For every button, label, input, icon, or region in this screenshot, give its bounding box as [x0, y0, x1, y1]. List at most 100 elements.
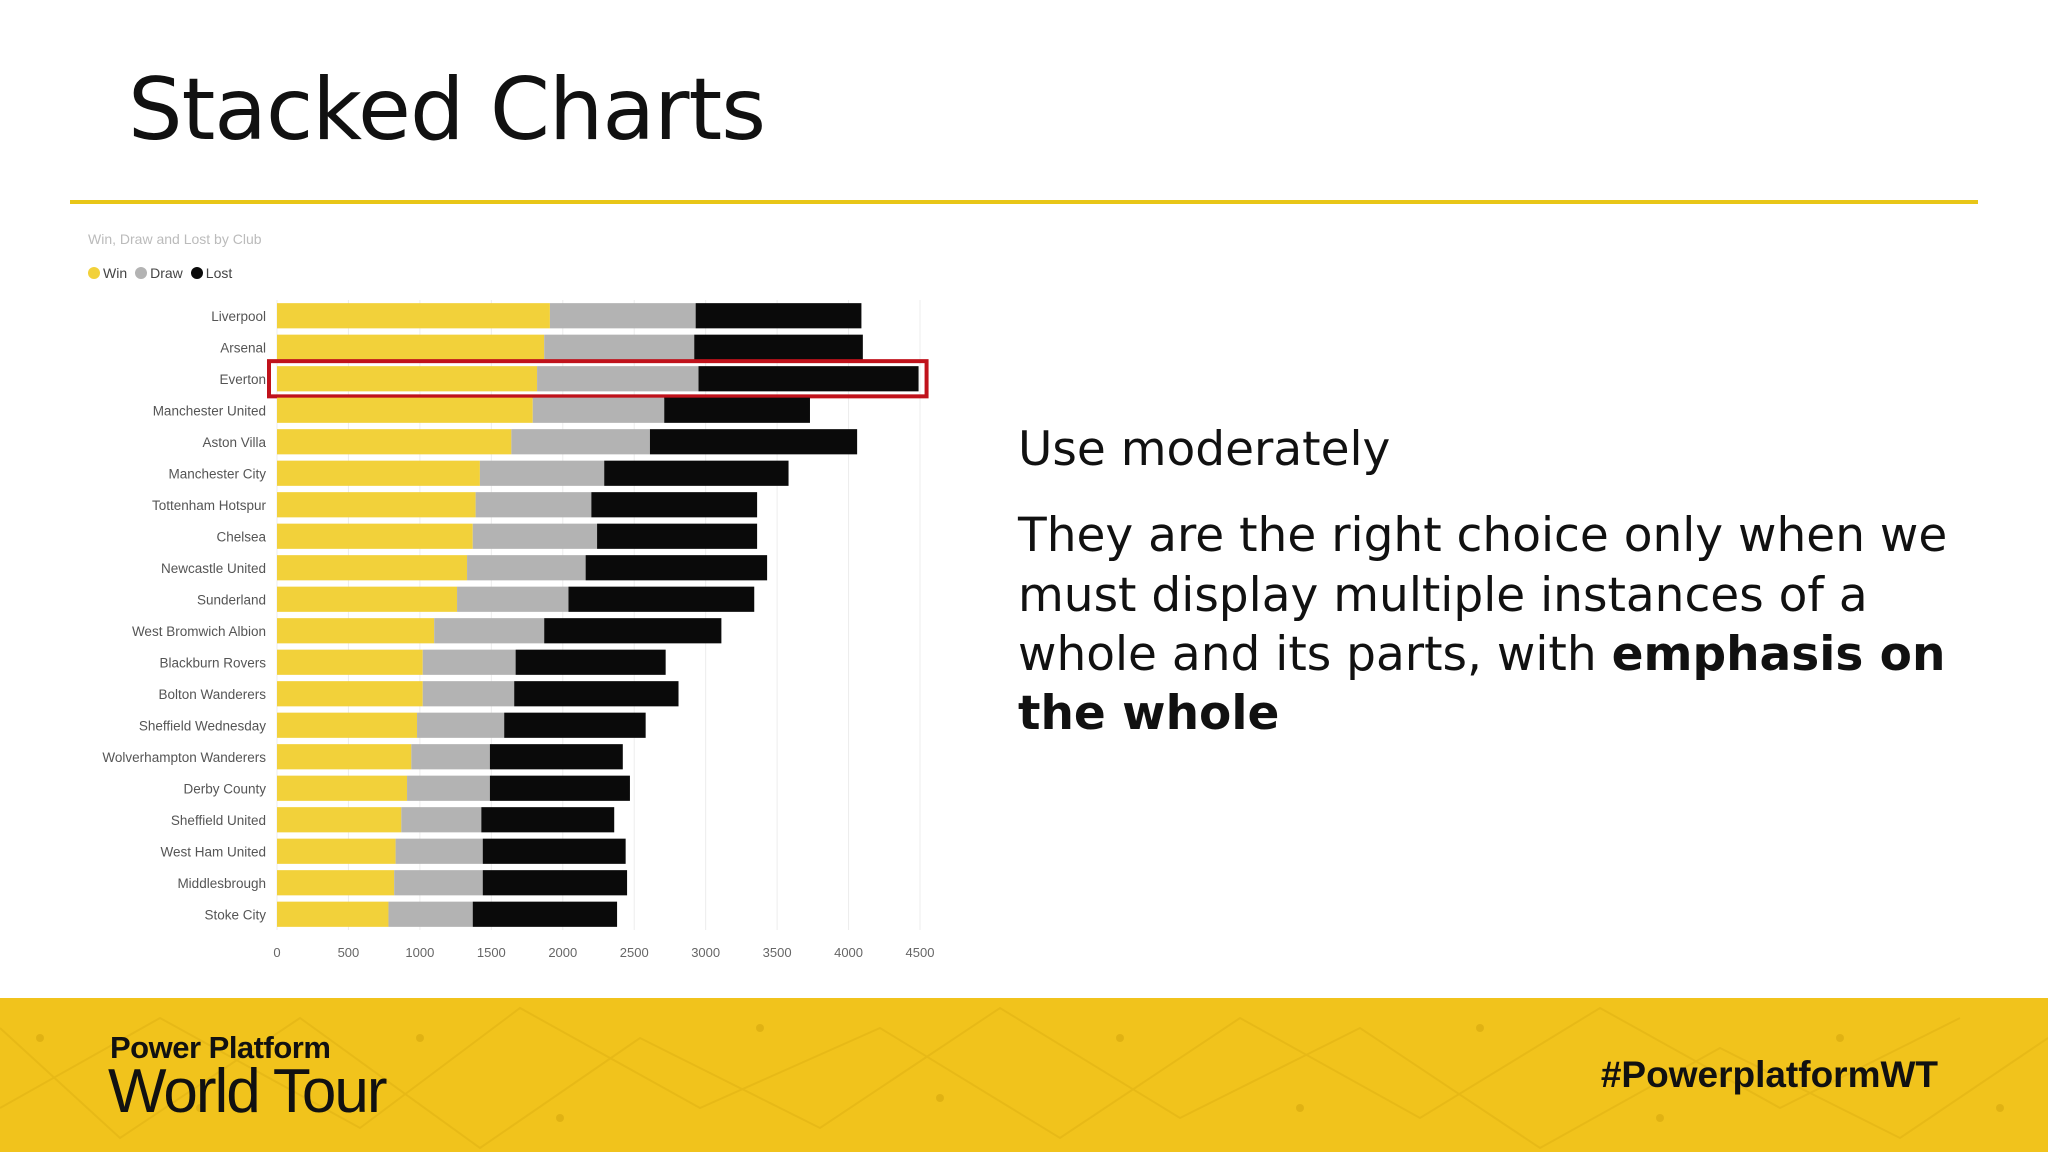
x-tick-label: 3500: [763, 945, 792, 960]
bar-segment-draw: [467, 555, 586, 581]
y-category-label: Middlesbrough: [177, 876, 266, 891]
point-right-choice-text: They are the right choice only when we m…: [1018, 508, 1948, 682]
y-category-label: Newcastle United: [161, 561, 266, 576]
legend-item-lost: Lost: [190, 265, 233, 281]
highlight-box: [267, 359, 929, 399]
bar-segment-lost: [504, 712, 646, 738]
x-tick-label: 2500: [620, 945, 649, 960]
y-category-label: Stoke City: [204, 907, 266, 922]
bar-segment-lost: [482, 838, 626, 864]
legend-item-win: Win: [88, 265, 127, 281]
footer-pattern: [0, 1006, 2048, 1150]
x-tick-label: 1000: [405, 945, 434, 960]
bar-segment-win: [277, 555, 468, 581]
bar-segment-win: [277, 838, 396, 864]
bar-segment-draw: [472, 523, 598, 549]
y-category-label: Sheffield Wednesday: [139, 718, 266, 733]
bar-segment-draw: [549, 303, 696, 329]
y-category-label: Aston Villa: [202, 435, 266, 450]
y-category-label: Arsenal: [220, 340, 266, 355]
bar-segment-win: [277, 807, 402, 833]
brand-line-1: Power Platform: [110, 1030, 331, 1065]
footer-banner: Power Platform World Tour #Powerplatform…: [0, 998, 2048, 1152]
stacked-bar-chart: 0 500 1000 1500 2000 2500 3000 3500 4000 4500 Live…: [102, 300, 935, 960]
bar-segment-lost: [544, 618, 722, 644]
slide-body: Use moderately They are the right choice…: [1018, 422, 2018, 743]
bar-segment-win: [277, 775, 408, 801]
bar-segment-win: [277, 618, 435, 644]
point-use-moderately: Use moderately: [1018, 422, 1391, 477]
point-emphasis: emphasis on the whole: [1018, 626, 1946, 742]
legend-swatch-lost: [190, 267, 203, 279]
bar-segment-lost: [489, 744, 623, 770]
bar-segment-lost: [694, 334, 863, 360]
bar-segment-draw: [537, 366, 699, 392]
y-category-label: West Bromwich Albion: [132, 624, 266, 639]
bar-segment-lost: [664, 397, 810, 423]
bar-segment-lost: [698, 366, 919, 392]
bar-segment-win: [277, 523, 473, 549]
bar-segment-draw: [401, 807, 482, 833]
bar-segment-draw: [417, 712, 505, 738]
legend-swatch-win: [88, 267, 100, 279]
bar-segment-lost: [695, 303, 862, 329]
bar-segment-lost: [591, 492, 758, 518]
bar-segment-win: [277, 870, 395, 896]
bar-segment-win: [277, 492, 476, 518]
chart-title: Win, Draw and Lost by Club: [88, 231, 262, 247]
bar-segment-draw: [532, 397, 665, 423]
bar-segment-lost: [514, 681, 679, 707]
brand-line-2: World Tour: [108, 1057, 387, 1126]
y-category-label: Sunderland: [197, 592, 266, 607]
y-category-label: West Ham United: [160, 844, 266, 859]
y-category-label: Wolverhampton Wanderers: [102, 750, 266, 765]
bar-segment-lost: [515, 649, 666, 675]
x-tick-label: 0: [273, 945, 280, 960]
bar-segment-lost: [568, 586, 755, 612]
bar-segment-draw: [407, 775, 490, 801]
legend-label-win: Win: [103, 265, 128, 281]
bar-segment-draw: [479, 460, 605, 486]
bar-segment-draw: [511, 429, 650, 455]
footer-hashtag: #PowerplatformWT: [1600, 1054, 1938, 1095]
y-category-label: Chelsea: [216, 529, 266, 544]
x-tick-label: 4500: [906, 945, 935, 960]
bar-segment-win: [277, 460, 480, 486]
bar-segment-lost: [472, 901, 618, 927]
y-category-label: Derby County: [183, 781, 266, 796]
y-category-label: Blackburn Rovers: [159, 655, 266, 670]
y-category-label: Bolton Wanderers: [158, 687, 266, 702]
bar-segment-lost: [489, 775, 630, 801]
bar-segment-lost: [597, 523, 758, 549]
bar-segment-win: [277, 429, 512, 455]
x-tick-label: 2000: [548, 945, 577, 960]
bar-segment-draw: [457, 586, 569, 612]
chart-legend: Win Draw Lost: [88, 265, 240, 281]
x-tick-label: 1500: [477, 945, 506, 960]
bar-segment-draw: [422, 649, 516, 675]
bar-segment-win: [277, 334, 545, 360]
legend-label-draw: Draw: [150, 265, 183, 281]
bar-segment-win: [277, 712, 418, 738]
bar-segment-win: [277, 901, 389, 927]
bar-segment-draw: [544, 334, 695, 360]
bar-segment-draw: [394, 870, 483, 896]
slide-title: Stacked Charts: [128, 60, 766, 160]
legend-swatch-draw: [135, 267, 148, 279]
y-category-label: Liverpool: [211, 309, 266, 324]
bar-segment-draw: [434, 618, 545, 644]
bar-segment-lost: [482, 870, 628, 896]
bar-segment-draw: [395, 838, 483, 864]
bar-segment-lost: [481, 807, 615, 833]
bar-segment-win: [277, 586, 458, 612]
bar-segment-lost: [585, 555, 768, 581]
bar-segment-draw: [388, 901, 473, 927]
bar-segment-win: [277, 649, 423, 675]
bar-segment-win: [277, 366, 538, 392]
title-divider: [70, 200, 1978, 204]
bar-segment-win: [277, 681, 423, 707]
bar-segment-draw: [411, 744, 490, 770]
bar-segment-lost: [604, 460, 789, 486]
y-category-label: Manchester United: [153, 403, 266, 418]
legend-label-lost: Lost: [205, 265, 233, 281]
